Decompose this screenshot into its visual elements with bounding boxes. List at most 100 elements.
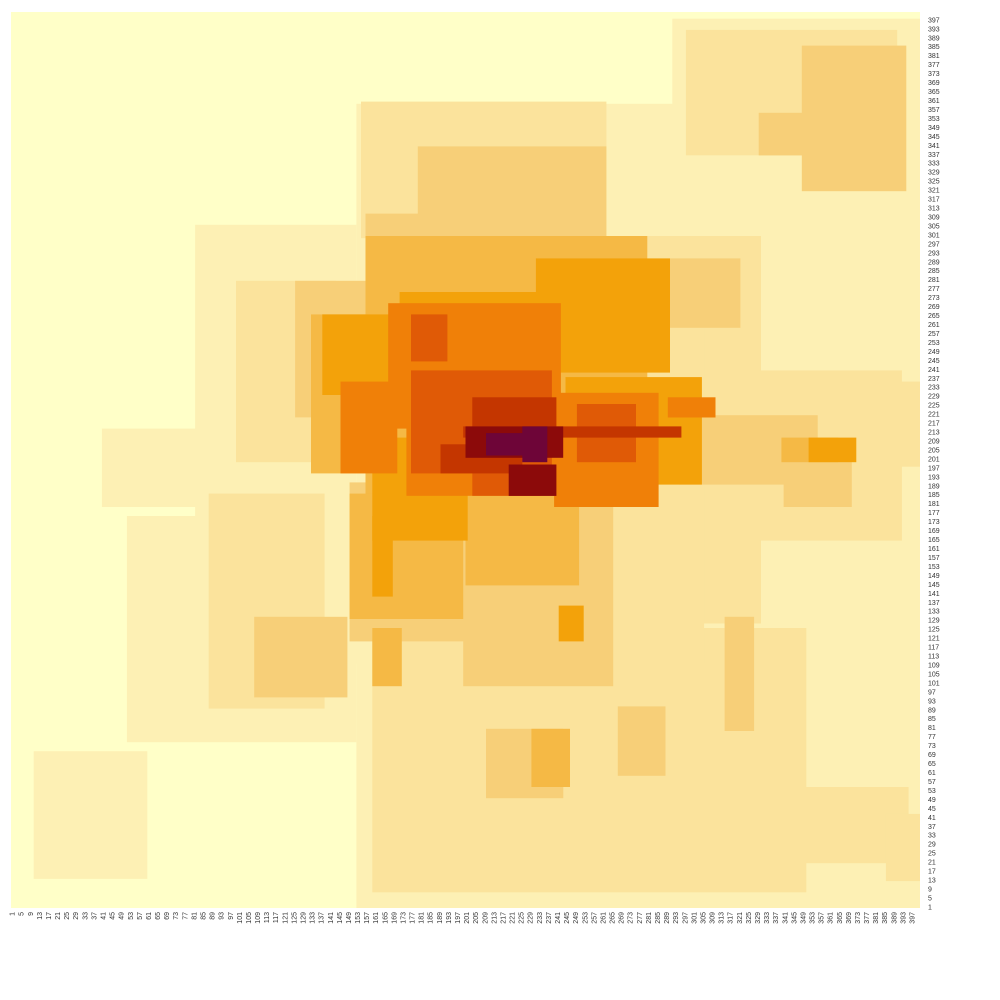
y-tick-label: 161 bbox=[928, 546, 940, 553]
x-tick-label: 5 bbox=[19, 912, 26, 916]
x-tick-label: 361 bbox=[828, 912, 835, 924]
y-tick-label: 205 bbox=[928, 447, 940, 454]
y-tick-label: 169 bbox=[928, 528, 940, 535]
x-tick-label: 329 bbox=[755, 912, 762, 924]
x-tick-label: 181 bbox=[419, 912, 426, 924]
x-tick-label: 385 bbox=[882, 912, 889, 924]
x-tick-label: 333 bbox=[764, 912, 771, 924]
y-tick-label: 153 bbox=[928, 564, 940, 571]
x-tick-label: 97 bbox=[228, 912, 235, 920]
x-tick-label: 53 bbox=[128, 912, 135, 920]
y-tick-label: 281 bbox=[928, 277, 940, 284]
x-tick-label: 25 bbox=[64, 912, 71, 920]
x-tick-label: 261 bbox=[601, 912, 608, 924]
x-tick-label: 285 bbox=[655, 912, 662, 924]
y-tick-label: 89 bbox=[928, 707, 936, 714]
y-tick-label: 133 bbox=[928, 609, 940, 616]
x-tick-label: 293 bbox=[673, 912, 680, 924]
y-tick-label: 353 bbox=[928, 116, 940, 123]
x-tick-label: 133 bbox=[310, 912, 317, 924]
y-tick-label: 77 bbox=[928, 734, 936, 741]
x-tick-label: 337 bbox=[773, 912, 780, 924]
x-tick-label: 145 bbox=[337, 912, 344, 924]
x-tick-label: 353 bbox=[810, 912, 817, 924]
x-tick-label: 377 bbox=[864, 912, 871, 924]
heatmap-cells bbox=[33, 18, 920, 909]
x-tick-label: 121 bbox=[282, 912, 289, 924]
y-tick-label: 301 bbox=[928, 232, 940, 239]
x-tick-label: 369 bbox=[846, 912, 853, 924]
y-tick-label: 337 bbox=[928, 152, 940, 159]
y-tick-label: 9 bbox=[928, 887, 932, 894]
heatmap-cell bbox=[724, 616, 755, 731]
x-tick-label: 389 bbox=[891, 912, 898, 924]
y-tick-label: 121 bbox=[928, 636, 940, 643]
heatmap-cell bbox=[808, 437, 857, 463]
y-tick-label: 1 bbox=[928, 904, 932, 911]
x-tick-label: 149 bbox=[346, 912, 353, 924]
y-tick-label: 93 bbox=[928, 698, 936, 705]
y-tick-label: 209 bbox=[928, 439, 940, 446]
y-tick-label: 213 bbox=[928, 430, 940, 437]
heatmap-cell bbox=[670, 258, 741, 328]
heatmap-cell bbox=[758, 112, 830, 156]
x-tick-label: 21 bbox=[55, 912, 62, 920]
y-tick-label: 149 bbox=[928, 573, 940, 580]
y-tick-label: 181 bbox=[928, 501, 940, 508]
y-tick-label: 17 bbox=[928, 869, 936, 876]
y-tick-label: 189 bbox=[928, 483, 940, 490]
x-tick-label: 241 bbox=[555, 912, 562, 924]
x-tick-label: 45 bbox=[110, 912, 117, 920]
x-tick-label: 185 bbox=[428, 912, 435, 924]
y-tick-label: 341 bbox=[928, 143, 940, 150]
x-tick-label: 245 bbox=[564, 912, 571, 924]
x-tick-label: 197 bbox=[455, 912, 462, 924]
x-tick-label: 265 bbox=[610, 912, 617, 924]
x-tick-label: 153 bbox=[355, 912, 362, 924]
y-tick-label: 221 bbox=[928, 412, 940, 419]
y-tick-label: 177 bbox=[928, 510, 940, 517]
x-tick-label: 1 bbox=[10, 912, 17, 916]
y-tick-label: 265 bbox=[928, 313, 940, 320]
y-tick-label: 137 bbox=[928, 600, 940, 607]
x-tick-label: 85 bbox=[201, 912, 208, 920]
x-tick-label: 321 bbox=[737, 912, 744, 924]
x-tick-label: 101 bbox=[237, 912, 244, 924]
x-tick-label: 297 bbox=[682, 912, 689, 924]
y-tick-label: 197 bbox=[928, 465, 940, 472]
x-tick-label: 305 bbox=[700, 912, 707, 924]
x-tick-label: 365 bbox=[837, 912, 844, 924]
heatmap-cell bbox=[33, 751, 148, 879]
y-tick-label: 165 bbox=[928, 537, 940, 544]
x-tick-label: 317 bbox=[728, 912, 735, 924]
x-tick-label: 113 bbox=[264, 912, 271, 923]
y-tick-label: 229 bbox=[928, 394, 940, 401]
x-tick-label: 309 bbox=[710, 912, 717, 924]
y-tick-label: 33 bbox=[928, 833, 936, 840]
x-tick-label: 89 bbox=[210, 912, 217, 920]
y-tick-label: 145 bbox=[928, 582, 940, 589]
y-tick-label: 333 bbox=[928, 161, 940, 168]
x-tick-label: 177 bbox=[410, 912, 417, 924]
x-tick-label: 341 bbox=[782, 912, 789, 924]
heatmap-cell bbox=[331, 336, 393, 362]
y-tick-label: 25 bbox=[928, 851, 936, 858]
y-tick-label: 65 bbox=[928, 761, 936, 768]
y-tick-label: 305 bbox=[928, 223, 940, 230]
x-tick-label: 273 bbox=[628, 912, 635, 924]
x-tick-label: 117 bbox=[273, 912, 280, 923]
x-tick-label: 13 bbox=[37, 912, 44, 920]
y-tick-label: 389 bbox=[928, 35, 940, 42]
y-tick-label: 257 bbox=[928, 331, 940, 338]
x-tick-label: 253 bbox=[582, 912, 589, 924]
y-tick-label: 297 bbox=[928, 241, 940, 248]
y-tick-label: 69 bbox=[928, 752, 936, 759]
x-tick-label: 205 bbox=[473, 912, 480, 924]
x-tick-label: 141 bbox=[328, 912, 335, 924]
heatmap-cell bbox=[531, 728, 570, 787]
x-tick-label: 65 bbox=[155, 912, 162, 920]
heatmap-cell bbox=[617, 706, 666, 776]
x-tick-label: 17 bbox=[46, 912, 53, 920]
y-tick-label: 225 bbox=[928, 403, 940, 410]
